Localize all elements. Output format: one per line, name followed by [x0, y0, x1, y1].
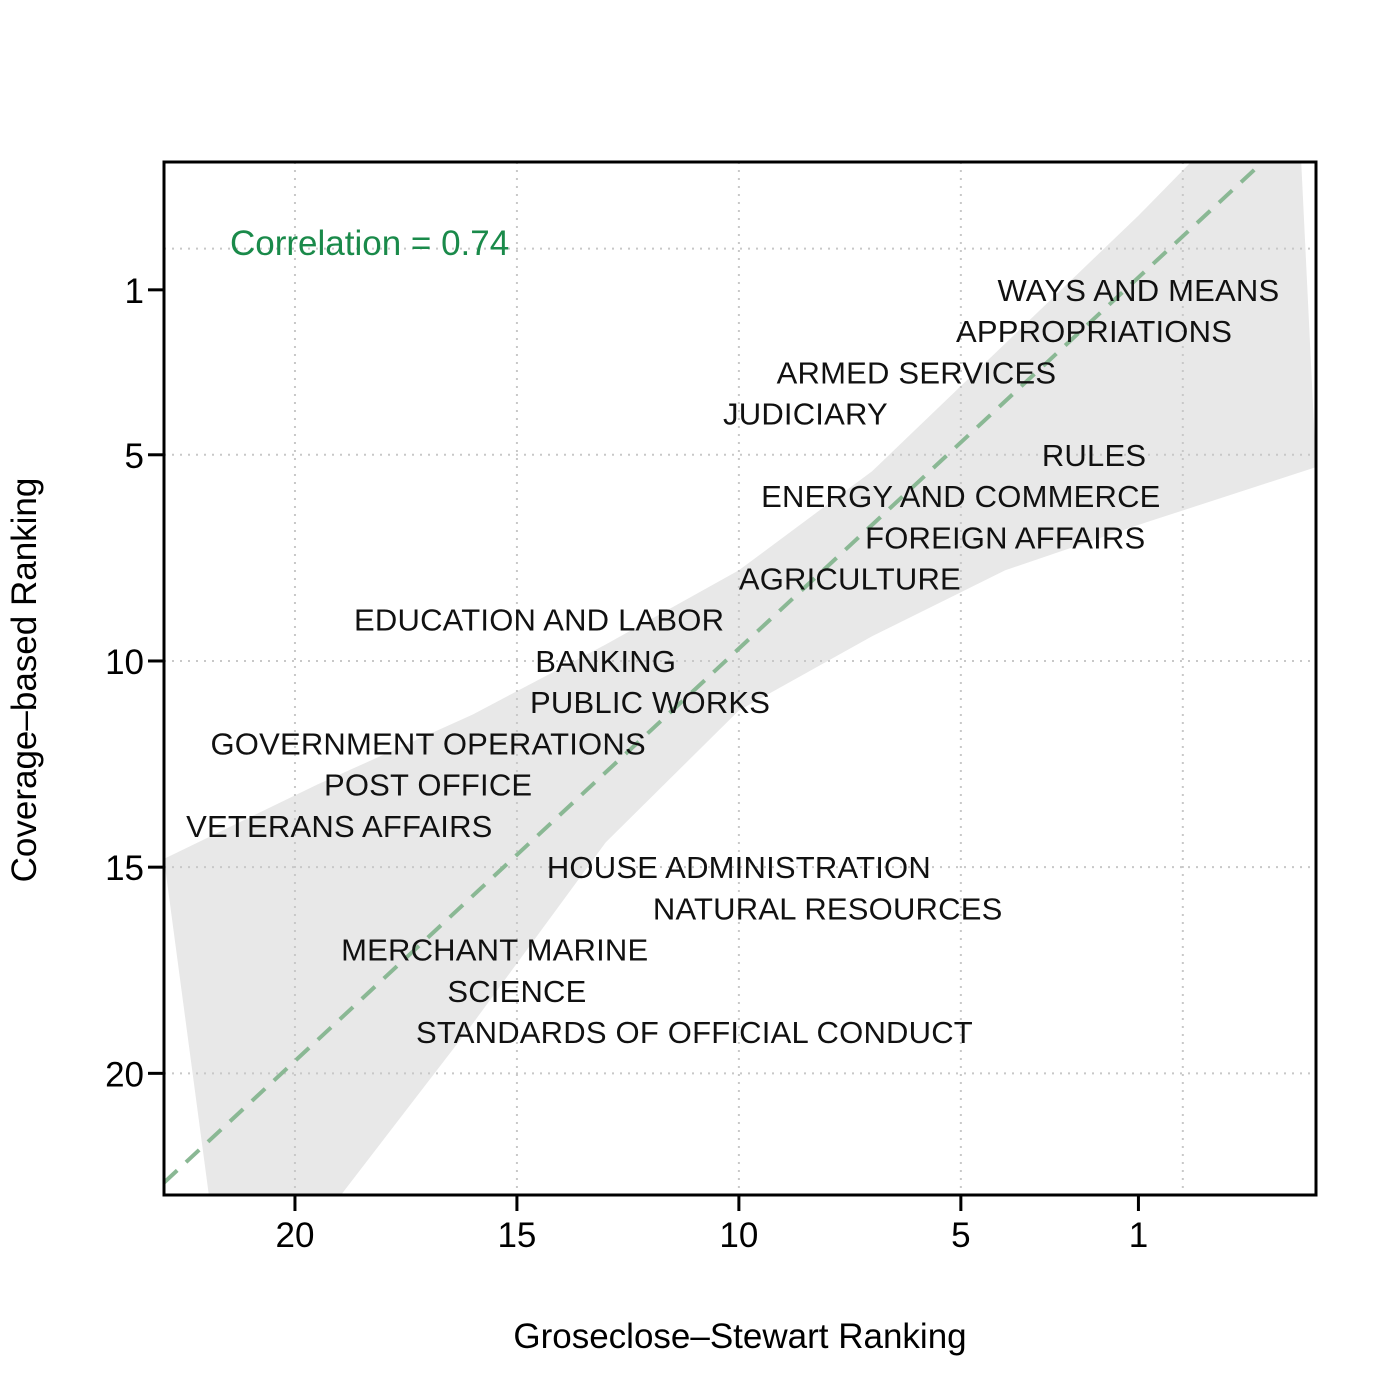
- point-label: APPROPRIATIONS: [956, 314, 1232, 349]
- grid-layer: [164, 162, 1316, 1195]
- confidence-band: [164, 162, 1316, 1195]
- point-label: PUBLIC WORKS: [530, 685, 770, 720]
- y-tick-label: 15: [105, 849, 144, 888]
- point-label: BANKING: [535, 644, 676, 679]
- confidence-band-layer: [164, 162, 1316, 1195]
- fit-line-layer: [164, 162, 1266, 1185]
- point-label: JUDICIARY: [723, 397, 888, 432]
- x-tick-label: 15: [497, 1216, 536, 1255]
- point-label: ARMED SERVICES: [777, 355, 1057, 390]
- fit-line: [164, 162, 1266, 1185]
- x-tick-label: 5: [951, 1216, 970, 1255]
- point-label: SCIENCE: [447, 974, 586, 1009]
- y-tick-label: 10: [105, 643, 144, 682]
- point-label: GOVERNMENT OPERATIONS: [210, 726, 645, 761]
- x-tick-label: 20: [275, 1216, 314, 1255]
- point-label-layer: WAYS AND MEANS APPROPRIATIONS ARMED SERVIC…: [186, 273, 1279, 1050]
- y-tick-label: 5: [125, 437, 144, 476]
- point-label: EDUCATION AND LABOR: [354, 603, 724, 638]
- point-label: AGRICULTURE: [739, 561, 961, 596]
- point-label: ENERGY AND COMMERCE: [761, 479, 1160, 514]
- point-label: FOREIGN AFFAIRS: [865, 520, 1145, 555]
- point-label: WAYS AND MEANS: [997, 273, 1279, 308]
- y-tick-label: 20: [105, 1055, 144, 1094]
- x-tick-label: 10: [719, 1216, 758, 1255]
- point-label: RULES: [1042, 438, 1146, 473]
- point-label: POST OFFICE: [324, 768, 532, 803]
- y-tick-label: 1: [125, 272, 144, 311]
- x-tick-label: 1: [1129, 1216, 1148, 1255]
- x-axis-title: Groseclose–Stewart Ranking: [513, 1317, 966, 1356]
- y-axis-title: Coverage–based Ranking: [5, 478, 44, 883]
- point-label: NATURAL RESOURCES: [653, 891, 1003, 926]
- point-label: STANDARDS OF OFFICIAL CONDUCT: [416, 1015, 973, 1050]
- point-label: HOUSE ADMINISTRATION: [547, 850, 931, 885]
- correlation-annotation: Correlation = 0.74: [230, 224, 509, 263]
- point-label: MERCHANT MARINE: [341, 933, 648, 968]
- point-label: VETERANS AFFAIRS: [186, 809, 492, 844]
